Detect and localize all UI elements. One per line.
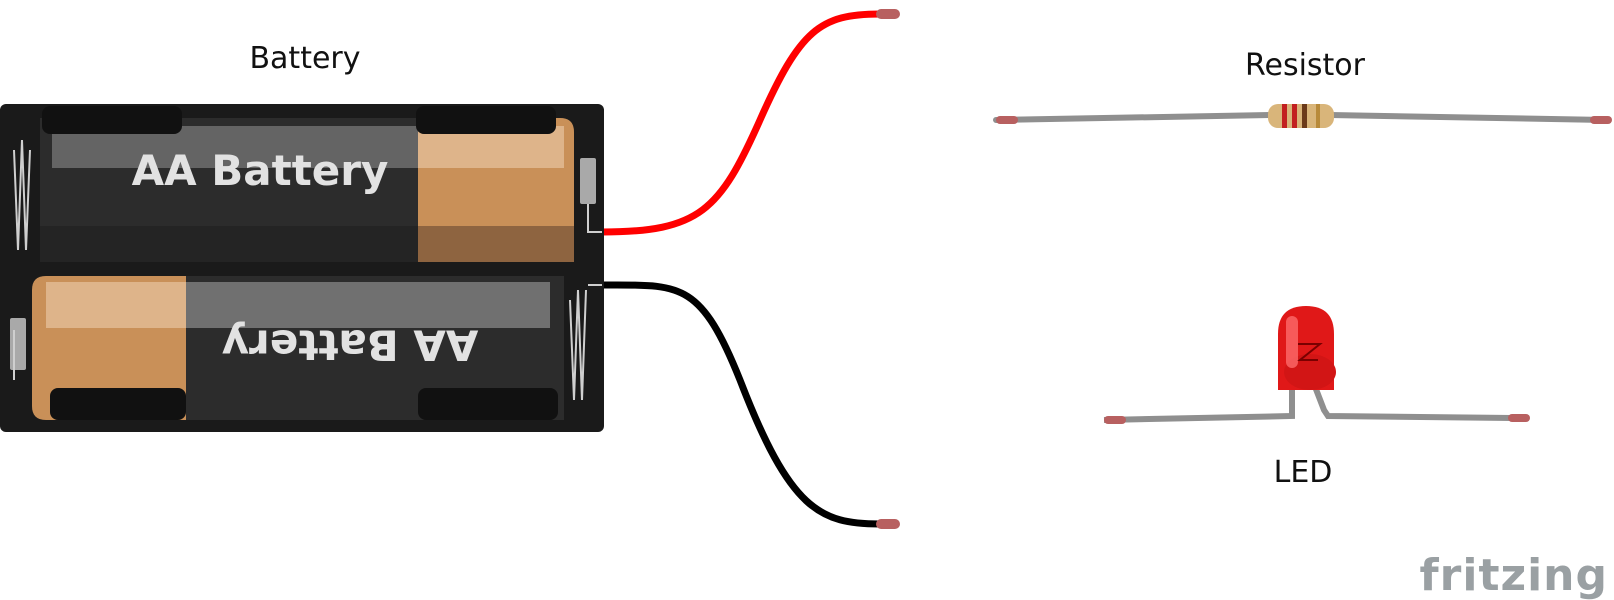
resistor[interactable]	[993, 104, 1612, 128]
resistor-band-1	[1282, 104, 1287, 128]
led-lead-cathode[interactable]	[1311, 382, 1513, 421]
led-lead-cathode-tip[interactable]	[1508, 414, 1530, 422]
led-label: LED	[1274, 455, 1333, 490]
led[interactable]	[1103, 306, 1530, 424]
battery-cell-top[interactable]: AA Battery	[40, 106, 596, 262]
resistor-lead-right[interactable]	[1327, 112, 1609, 123]
resistor-label: Resistor	[1245, 48, 1366, 83]
battery-label: Battery	[249, 41, 360, 76]
battery-cell-bottom-text: AA Battery	[222, 321, 479, 370]
positive-wire[interactable]	[598, 9, 900, 236]
led-lead-anode[interactable]	[1103, 384, 1295, 423]
resistor-body	[1268, 104, 1334, 128]
battery-spring-right	[569, 289, 587, 401]
resistor-lead-left-tip[interactable]	[996, 116, 1018, 124]
negative-wire-tip[interactable]	[876, 519, 900, 529]
resistor-lead-right-tip[interactable]	[1590, 116, 1612, 124]
battery-terminal-negative	[10, 318, 26, 370]
fritzing-logo-text: fritzing	[1420, 550, 1608, 600]
led-die	[1297, 343, 1323, 361]
resistor-band-3	[1302, 104, 1307, 128]
negative-wire[interactable]	[598, 281, 900, 529]
led-highlight	[1286, 316, 1298, 368]
resistor-band-2	[1292, 104, 1297, 128]
resistor-band-4	[1316, 104, 1320, 128]
battery-contact-link	[587, 204, 602, 286]
battery-holder[interactable]: AA Battery AA Battery	[0, 104, 604, 432]
battery-spring-left	[13, 139, 31, 380]
battery-terminal-positive	[580, 158, 596, 204]
battery-cell-top-text: AA Battery	[132, 146, 389, 195]
positive-wire-tip[interactable]	[876, 9, 900, 19]
battery-cell-bottom[interactable]: AA Battery	[10, 276, 564, 420]
resistor-lead-left[interactable]	[993, 112, 1273, 123]
led-lead-anode-tip[interactable]	[1104, 416, 1126, 424]
